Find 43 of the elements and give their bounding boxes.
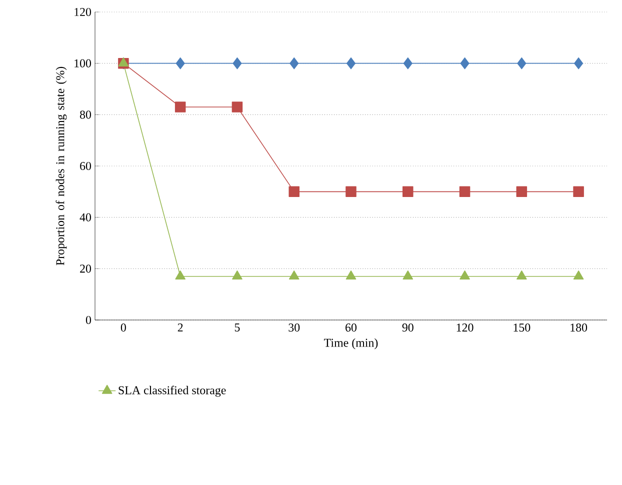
point	[232, 102, 243, 112]
point	[402, 186, 414, 198]
y-tick-label: 40	[80, 213, 92, 222]
y-tick-label: 60	[80, 162, 92, 170]
x-axis-title: Time (min)	[324, 338, 378, 350]
point	[174, 102, 186, 112]
y-tick-label: 100	[74, 59, 92, 68]
point	[459, 186, 470, 198]
point	[346, 186, 356, 198]
point	[288, 270, 300, 280]
point	[346, 57, 356, 70]
x-tick-label: 90	[402, 324, 414, 332]
point	[288, 186, 300, 198]
x-tick-label: 120	[456, 324, 474, 332]
point	[574, 57, 584, 70]
point	[232, 270, 242, 280]
point	[516, 186, 528, 198]
point	[176, 57, 185, 70]
y-tick-label: 0	[86, 316, 92, 324]
point	[460, 57, 470, 70]
point	[573, 186, 584, 198]
x-tick-label: 180	[570, 324, 588, 332]
x-tick-label: 5	[234, 324, 240, 332]
point	[232, 57, 242, 70]
x-tick-label: 30	[288, 324, 300, 332]
x-tick-label: 150	[514, 324, 530, 332]
y-tick-label: 120	[74, 8, 92, 16]
point	[573, 270, 584, 280]
point	[516, 270, 527, 280]
point	[175, 270, 186, 280]
legend-label: SLA classified storage	[118, 386, 226, 397]
point	[402, 270, 414, 280]
y-tick-label: 80	[80, 110, 92, 119]
y-tick-label: 20	[80, 264, 92, 273]
point	[346, 270, 356, 280]
point	[403, 57, 412, 70]
y-axis-title: Proportion of nodes in running state (%)	[56, 66, 67, 266]
point	[460, 270, 470, 280]
x-tick-label: 0	[120, 324, 126, 332]
point	[517, 57, 526, 70]
point	[290, 57, 299, 70]
x-tick-label: 60	[346, 324, 357, 332]
x-tick-label: 2	[178, 324, 183, 332]
